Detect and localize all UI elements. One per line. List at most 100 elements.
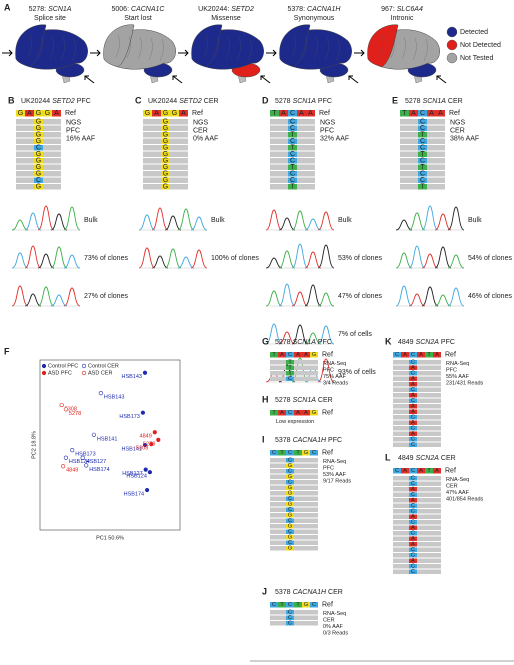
chromatogram <box>63 287 81 307</box>
read-base-cell <box>409 542 417 547</box>
ref-base: A <box>27 110 32 117</box>
read-base-cell <box>161 151 170 157</box>
region: PFC <box>441 339 455 346</box>
brain-title: 5378: CACNA1H <box>288 6 342 13</box>
read-base: T <box>420 151 425 158</box>
read-base: T <box>420 164 425 171</box>
read-base: C <box>411 553 415 559</box>
ref-base: A <box>411 110 416 117</box>
read-base: C <box>411 492 415 498</box>
note: RNA-Seq <box>446 477 469 483</box>
chromatogram <box>291 324 309 345</box>
chromatogram <box>24 212 42 231</box>
ref-label: Ref <box>322 450 333 457</box>
sulcus <box>313 36 318 60</box>
sulcus <box>148 37 153 61</box>
ref-base: C <box>272 450 276 456</box>
note: NGS <box>320 119 336 126</box>
ref-cell <box>286 602 294 608</box>
read-base-cell <box>288 158 297 164</box>
chromatogram <box>11 285 29 307</box>
chromatogram <box>50 246 68 269</box>
chromatogram <box>291 210 309 231</box>
ref-cell <box>302 450 310 456</box>
read-base-cell <box>286 365 294 370</box>
ref-cell <box>43 110 52 117</box>
read-base-cell <box>409 487 417 492</box>
panel-letter: B <box>8 95 15 105</box>
chromatogram <box>434 246 452 269</box>
point-label: HSB173 <box>75 452 96 458</box>
point <box>70 448 75 453</box>
ref-cell <box>179 110 188 117</box>
legend-label: Control CER <box>88 363 119 369</box>
brain-id: 5278: <box>29 6 47 13</box>
brain-title: 967: SLC6A4 <box>381 6 423 13</box>
chromatogram <box>304 284 322 307</box>
brain-effect: Splice site <box>34 15 66 22</box>
point <box>142 370 148 375</box>
chromatogram <box>395 219 413 231</box>
read-base: G <box>163 158 168 165</box>
ref-base: C <box>272 602 276 608</box>
point-label: 5308 <box>65 407 77 413</box>
chromatogram <box>447 206 465 231</box>
read-base-cell <box>409 503 417 508</box>
read-base: G <box>288 535 292 541</box>
ref-base: T <box>402 110 407 117</box>
chromatogram <box>317 292 335 307</box>
region: PFC <box>318 339 332 346</box>
chromatogram <box>317 358 335 383</box>
read-base: A <box>411 393 415 399</box>
read-base-cell <box>418 151 427 157</box>
chromatogram <box>304 332 322 345</box>
note: 0% AAF <box>323 624 344 630</box>
read-base-cell <box>418 177 427 183</box>
read-base: C <box>288 458 292 464</box>
read-base-cell <box>409 547 417 552</box>
ref-cell <box>294 352 302 358</box>
ref-cell <box>286 410 294 416</box>
ref-base: T <box>296 450 300 456</box>
read-base: A <box>411 514 415 520</box>
point-label: 4849 <box>140 434 152 440</box>
read-base: C <box>420 158 425 165</box>
frontal-lobe <box>15 24 47 68</box>
note: 53% AAF <box>323 472 347 478</box>
ref-cell <box>270 602 278 608</box>
ref-cell <box>278 352 286 358</box>
ref-base: A <box>304 410 308 416</box>
chromatogram <box>63 254 81 269</box>
brain-effect: Missense <box>211 15 241 22</box>
chromatogram <box>317 211 335 231</box>
read-base-cell <box>409 509 417 514</box>
ref-base: G <box>312 352 316 358</box>
read-base-cell <box>34 164 43 170</box>
read-base: C <box>411 371 415 377</box>
ref-cell <box>400 110 409 117</box>
read-base: A <box>411 542 415 548</box>
ref-base: A <box>280 410 284 416</box>
read-base-cell <box>286 507 294 512</box>
note: NGS <box>193 119 209 126</box>
ref-base: A <box>296 352 300 358</box>
ref-cell <box>401 468 409 474</box>
read-base-cell <box>409 382 417 387</box>
ref-base: A <box>403 352 407 358</box>
note: CER <box>193 127 208 134</box>
chromatogram <box>37 253 55 269</box>
read-base-cell <box>286 469 294 474</box>
ref-label: Ref <box>322 352 333 359</box>
point <box>63 455 68 460</box>
read-base-cell <box>288 125 297 131</box>
panel-letter: A <box>4 2 11 12</box>
brain-gene: SCN1A <box>48 6 72 13</box>
arrow <box>90 49 101 57</box>
sample-id: UK20244 <box>148 98 177 105</box>
read-base-cell <box>286 463 294 468</box>
chromatogram <box>37 205 55 231</box>
ref-base: A <box>280 352 284 358</box>
read-base: A <box>411 487 415 493</box>
chromatogram <box>24 245 42 269</box>
chromatogram <box>24 293 42 307</box>
